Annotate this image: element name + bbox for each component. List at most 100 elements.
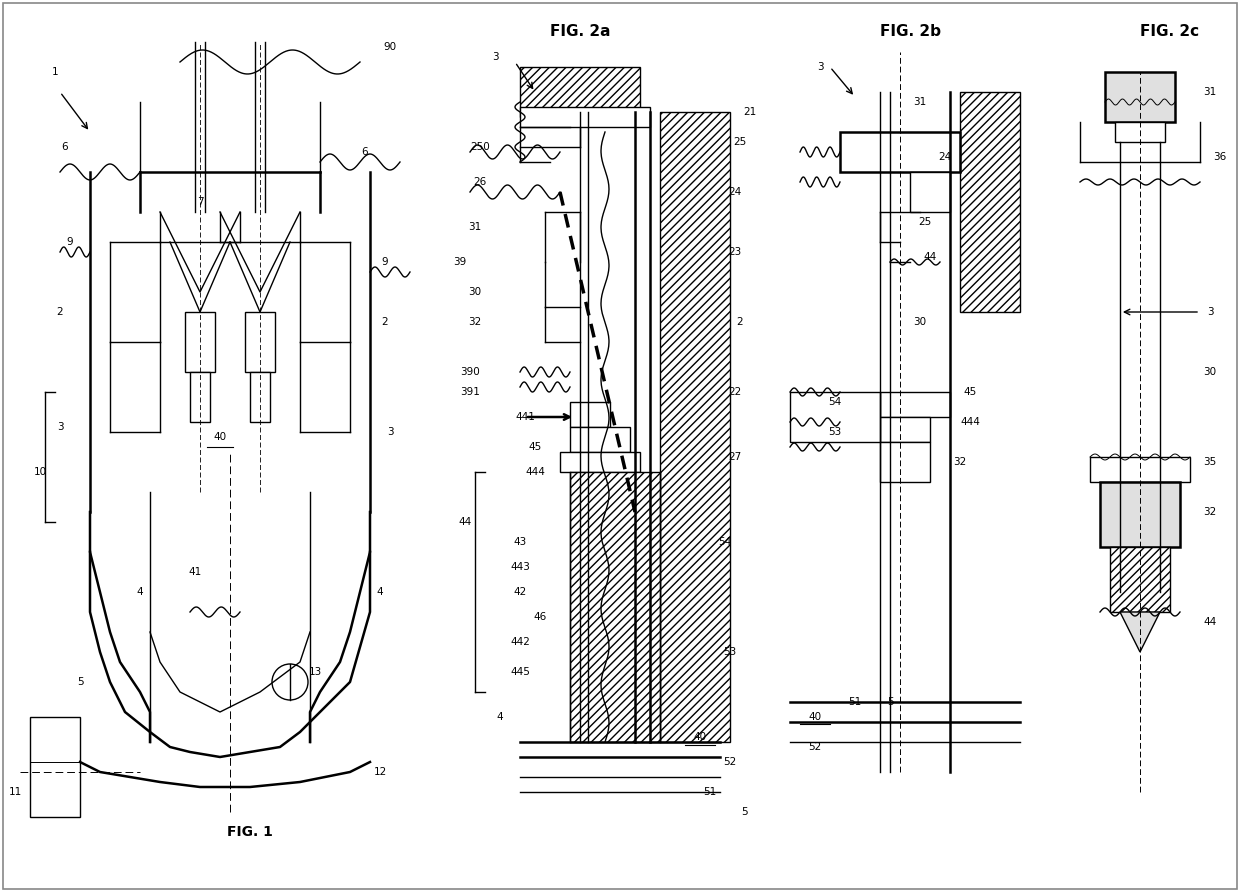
Text: 9: 9 — [382, 257, 388, 267]
Bar — [520, 107, 650, 127]
Text: 23: 23 — [728, 247, 742, 257]
Text: 22: 22 — [728, 387, 742, 397]
Text: 54: 54 — [828, 397, 842, 407]
Text: 31: 31 — [1203, 87, 1216, 97]
Text: 90: 90 — [383, 42, 397, 52]
Text: 36: 36 — [1214, 152, 1226, 162]
Text: 445: 445 — [510, 667, 529, 677]
Text: 30: 30 — [1204, 367, 1216, 377]
Text: 54: 54 — [718, 537, 732, 547]
Bar — [880, 442, 930, 482]
Text: 52: 52 — [808, 742, 822, 752]
Bar — [880, 392, 950, 417]
Text: 42: 42 — [513, 587, 527, 597]
Text: 13: 13 — [309, 667, 321, 677]
Bar — [520, 67, 640, 117]
Text: FIG. 1: FIG. 1 — [227, 825, 273, 839]
Bar — [1100, 482, 1180, 547]
Text: FIG. 2c: FIG. 2c — [1141, 24, 1199, 39]
Bar — [570, 472, 660, 742]
Text: 52: 52 — [723, 757, 737, 767]
Text: 40: 40 — [213, 432, 227, 442]
Text: 30: 30 — [469, 287, 481, 297]
Bar — [30, 717, 81, 817]
Text: 6: 6 — [62, 142, 68, 152]
Bar — [185, 312, 215, 372]
Text: 444: 444 — [525, 467, 544, 477]
Text: 44: 44 — [1203, 617, 1216, 627]
Text: 25: 25 — [919, 217, 931, 227]
Text: 35: 35 — [1203, 457, 1216, 467]
Text: 3: 3 — [817, 62, 823, 72]
Text: 12: 12 — [373, 767, 387, 777]
Text: 4: 4 — [377, 587, 383, 597]
Text: 32: 32 — [469, 317, 481, 327]
Text: 53: 53 — [723, 647, 737, 657]
Text: 3: 3 — [492, 52, 498, 62]
Bar — [1110, 547, 1171, 612]
Polygon shape — [1120, 612, 1159, 652]
Text: 51: 51 — [848, 697, 862, 707]
Text: 390: 390 — [460, 367, 480, 377]
Text: 4: 4 — [497, 712, 503, 722]
Text: 3: 3 — [387, 427, 393, 437]
Text: FIG. 2a: FIG. 2a — [549, 24, 610, 39]
Text: 30: 30 — [914, 317, 926, 327]
Text: 26: 26 — [474, 177, 486, 187]
Text: 10: 10 — [33, 467, 47, 477]
Text: 21: 21 — [743, 107, 756, 117]
Text: 45: 45 — [963, 387, 977, 397]
Text: 1: 1 — [52, 67, 58, 77]
Text: 39: 39 — [454, 257, 466, 267]
Bar — [250, 372, 270, 422]
Text: 250: 250 — [470, 142, 490, 152]
Text: 45: 45 — [528, 442, 542, 452]
Text: 7: 7 — [197, 197, 203, 207]
Text: 53: 53 — [828, 427, 842, 437]
Text: 24: 24 — [939, 152, 951, 162]
Bar — [960, 92, 1021, 312]
Text: 40: 40 — [693, 732, 707, 742]
Text: 443: 443 — [510, 562, 529, 572]
Text: 32: 32 — [1203, 507, 1216, 517]
Text: 44: 44 — [924, 252, 936, 262]
Text: 46: 46 — [533, 612, 547, 622]
Bar — [880, 417, 930, 442]
Bar — [190, 372, 210, 422]
Bar — [660, 112, 730, 742]
Bar — [790, 392, 880, 442]
Text: 2: 2 — [737, 317, 743, 327]
Bar — [1090, 457, 1190, 482]
Text: 31: 31 — [914, 97, 926, 107]
Bar — [570, 402, 610, 427]
Text: 27: 27 — [728, 452, 742, 462]
Text: 5: 5 — [77, 677, 83, 687]
Bar — [1115, 122, 1166, 142]
Text: 25: 25 — [733, 137, 746, 147]
Bar — [910, 172, 950, 212]
Text: 9: 9 — [67, 237, 73, 247]
Text: FIG. 2b: FIG. 2b — [879, 24, 940, 39]
Text: 24: 24 — [728, 187, 742, 197]
Text: 2: 2 — [57, 307, 63, 317]
Text: 6: 6 — [362, 147, 368, 157]
Text: 3: 3 — [1207, 307, 1213, 317]
Bar — [839, 132, 960, 172]
Text: 11: 11 — [9, 787, 21, 797]
Text: 441: 441 — [515, 412, 534, 422]
Text: 2: 2 — [382, 317, 388, 327]
Text: 51: 51 — [703, 787, 717, 797]
Bar — [246, 312, 275, 372]
Text: 44: 44 — [459, 517, 471, 527]
Bar — [570, 427, 630, 452]
Text: 32: 32 — [954, 457, 967, 467]
Text: 41: 41 — [188, 567, 202, 577]
Text: 444: 444 — [960, 417, 980, 427]
Text: 3: 3 — [57, 422, 63, 432]
Bar — [560, 452, 640, 472]
Bar — [1105, 72, 1176, 122]
Text: 5: 5 — [742, 807, 748, 817]
Text: 442: 442 — [510, 637, 529, 647]
Text: 31: 31 — [469, 222, 481, 232]
Text: 40: 40 — [808, 712, 822, 722]
